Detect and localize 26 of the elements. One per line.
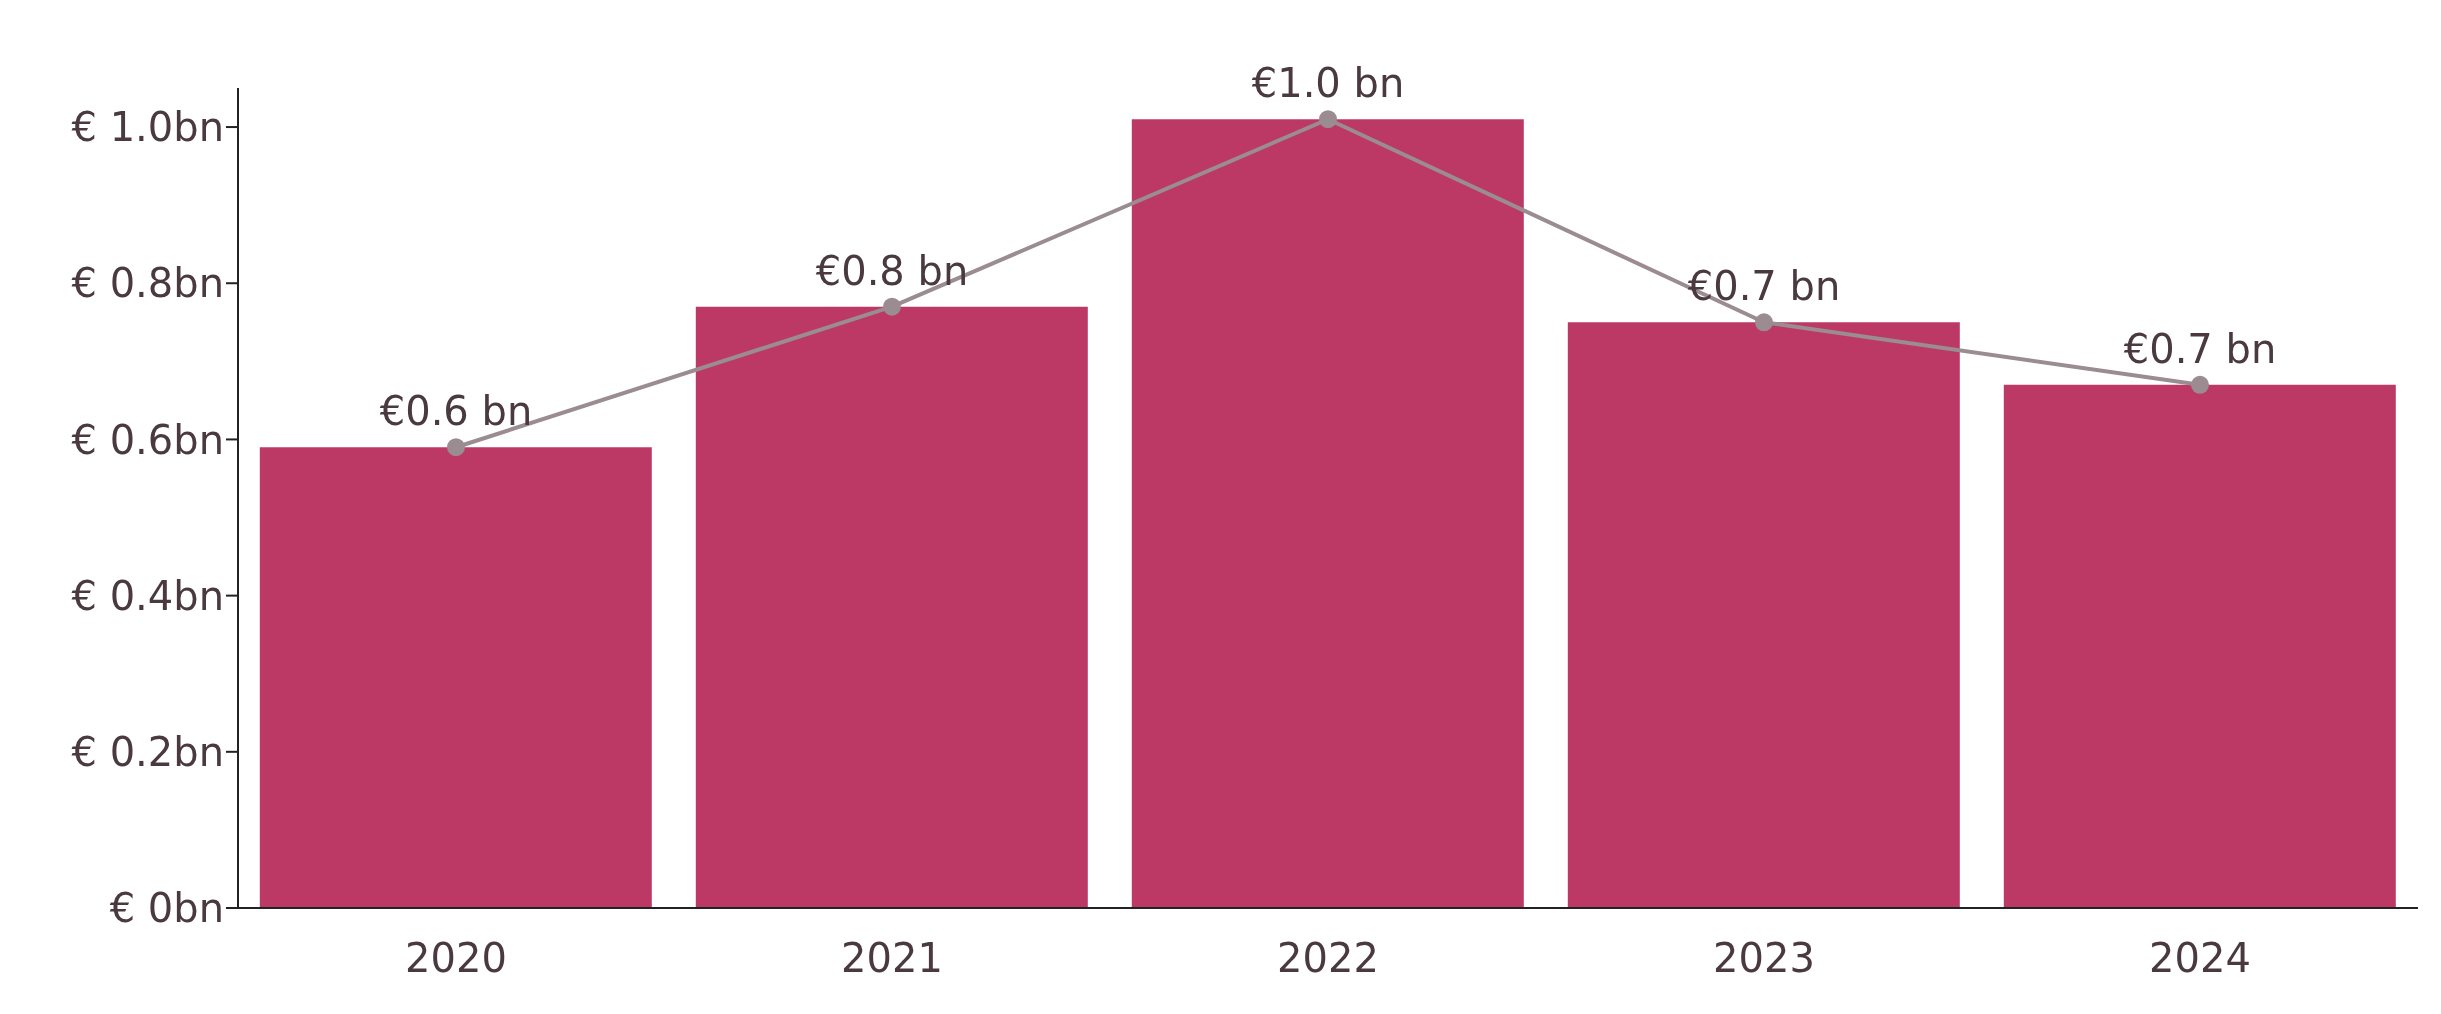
data-label: €0.6 bn	[379, 388, 533, 435]
y-tick-label: € 0bn	[109, 885, 224, 932]
bar	[695, 306, 1088, 908]
y-tick-label: € 0.4bn	[71, 572, 224, 619]
point	[447, 438, 465, 457]
y-tick-label: € 1.0bn	[71, 104, 224, 151]
bar	[259, 447, 652, 908]
x-tick-label: 2024	[2149, 935, 2251, 982]
point	[883, 297, 901, 316]
bar	[2003, 384, 2396, 908]
bar	[1131, 119, 1524, 908]
data-label: €1.0 bn	[1251, 60, 1405, 107]
point	[1755, 313, 1773, 332]
x-tick-label: 2023	[1713, 935, 1815, 982]
point	[2191, 375, 2209, 394]
data-label: €0.8 bn	[815, 247, 969, 294]
y-tick-label: € 0.2bn	[71, 729, 224, 776]
data-label: €0.7 bn	[2123, 325, 2277, 372]
bar	[1567, 322, 1960, 908]
x-tick-label: 2020	[405, 935, 507, 982]
data-label: €0.7 bn	[1687, 263, 1841, 310]
y-tick-label: € 0.8bn	[71, 260, 224, 307]
x-tick-label: 2021	[841, 935, 943, 982]
y-tick-label: € 0.6bn	[71, 416, 224, 463]
point	[1319, 110, 1337, 129]
x-tick-label: 2022	[1277, 935, 1379, 982]
